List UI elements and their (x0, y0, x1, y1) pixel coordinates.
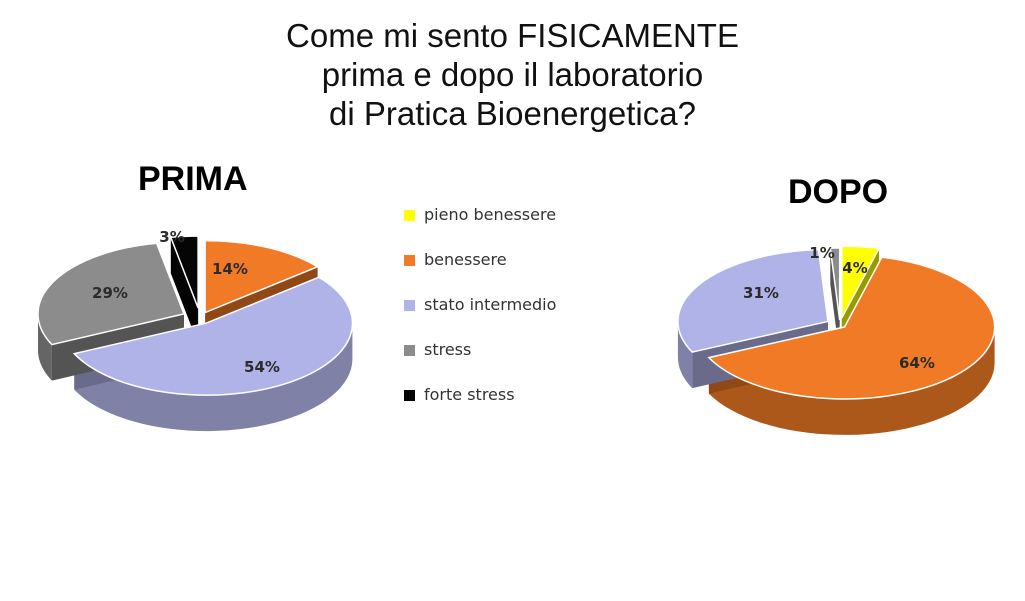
data-label-benessere: 64% (899, 354, 935, 372)
legend-item-pieno-benessere: pieno benessere (404, 205, 556, 250)
data-label-stato-intermedio: 54% (244, 358, 280, 376)
title-line-2: prima e dopo il laboratorio (321, 56, 704, 93)
data-label-benessere: 14% (212, 260, 248, 278)
legend-item-stress: stress (404, 340, 556, 385)
legend-item-stato-intermedio: stato intermedio (404, 295, 556, 340)
pie-title-dopo: DOPO (788, 173, 889, 211)
chart-title: Come mi sento FISICAMENTE prima e dopo i… (0, 16, 1025, 133)
pie-prima: 14% 54% 29% 3% (37, 228, 354, 432)
pie-title-prima: PRIMA (138, 160, 248, 198)
title-line-3: di Pratica Bioenergetica? (329, 95, 696, 132)
legend-swatch (404, 300, 415, 311)
legend-label: stato intermedio (424, 295, 557, 314)
data-label-stato-intermedio: 31% (743, 284, 779, 302)
legend-label: forte stress (424, 385, 515, 404)
data-label-stress: 29% (92, 284, 128, 302)
legend-swatch (404, 255, 415, 266)
legend-item-forte-stress: forte stress (404, 385, 556, 430)
slice-benessere (707, 256, 996, 400)
slice-wall-benessere (708, 326, 995, 435)
slice-stato-intermedio (72, 276, 354, 396)
legend-swatch (404, 390, 415, 401)
slice-benessere (204, 239, 320, 314)
legend: pieno benessere benessere stato intermed… (404, 205, 556, 430)
title-line-1: Come mi sento FISICAMENTE (286, 17, 739, 54)
data-label-pieno-benessere: 4% (842, 259, 867, 277)
slice-wall-stato-intermedio (74, 323, 353, 432)
pie-dopo: 4% 64% 31% 1% (677, 244, 996, 435)
slice-stress (829, 247, 841, 321)
slice-cut-forte-stress (170, 237, 199, 345)
slice-stato-intermedio (677, 248, 829, 353)
legend-label: pieno benessere (424, 205, 557, 224)
legend-label: stress (424, 340, 472, 359)
slice-forte-stress (169, 235, 199, 309)
legend-item-benessere: benessere (404, 250, 556, 295)
legend-swatch (404, 210, 415, 221)
legend-label: benessere (424, 250, 507, 269)
legend-swatch (404, 345, 415, 356)
data-label-forte-stress: 3% (159, 228, 184, 246)
data-label-stress: 1% (809, 244, 834, 262)
slice-stress (37, 242, 185, 346)
slice-pieno-benessere (841, 245, 881, 319)
